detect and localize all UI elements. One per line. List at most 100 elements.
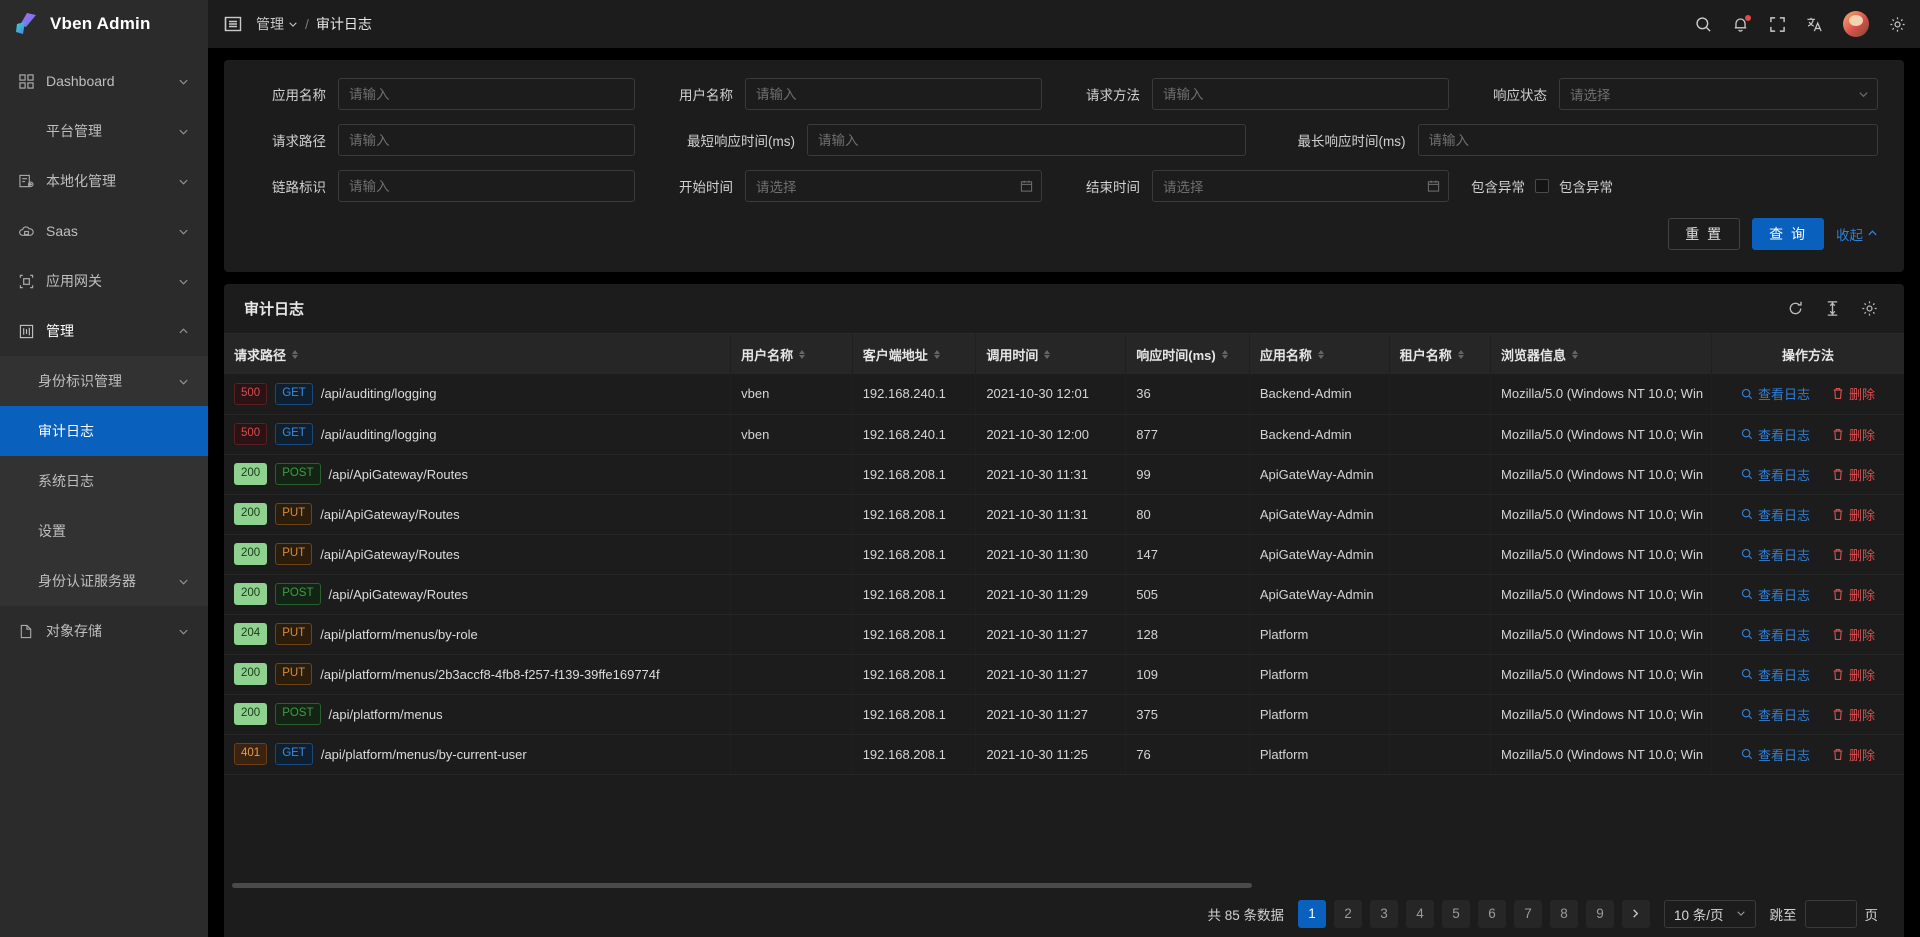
- avatar[interactable]: [1843, 11, 1869, 37]
- sort-icon[interactable]: [1317, 349, 1324, 359]
- sidebar-item-settings[interactable]: 设置: [0, 506, 208, 556]
- delete-action[interactable]: 删除: [1832, 585, 1875, 604]
- fullscreen-toggle-icon[interactable]: [1824, 300, 1841, 317]
- view-log-action[interactable]: 查看日志: [1741, 585, 1810, 604]
- min-duration-input[interactable]: [807, 124, 1246, 156]
- table-row[interactable]: 200 POST/api/ApiGateway/Routes 192.168.208…: [224, 454, 1904, 495]
- delete-action[interactable]: 删除: [1832, 625, 1875, 644]
- fullscreen-icon[interactable]: [1769, 16, 1786, 33]
- sort-icon[interactable]: [1457, 349, 1464, 359]
- max-duration-input[interactable]: [1417, 124, 1878, 156]
- view-log-action[interactable]: 查看日志: [1741, 425, 1810, 444]
- end-time-picker[interactable]: 请选择: [1152, 170, 1449, 202]
- sidebar-item-system-log[interactable]: 系统日志: [0, 456, 208, 506]
- page-size-select[interactable]: 10 条/页: [1663, 899, 1756, 928]
- page-button[interactable]: 6: [1477, 899, 1506, 928]
- sort-icon[interactable]: [799, 349, 806, 359]
- table-row[interactable]: 200 PUT/api/ApiGateway/Routes 192.168.208.…: [224, 534, 1904, 575]
- column-header-client-address[interactable]: 客户端地址: [852, 334, 977, 374]
- delete-action[interactable]: 删除: [1832, 665, 1875, 684]
- sidebar-item-manage[interactable]: 管理: [0, 306, 208, 356]
- user-name-input[interactable]: [745, 78, 1042, 110]
- view-log-action[interactable]: 查看日志: [1741, 545, 1810, 564]
- table-row[interactable]: 200 PUT/api/platform/menus/2b3accf8-4fb8-…: [224, 654, 1904, 695]
- delete-action[interactable]: 删除: [1832, 505, 1875, 524]
- sort-icon[interactable]: [1572, 349, 1579, 359]
- page-button[interactable]: 5: [1441, 899, 1470, 928]
- table-row[interactable]: 401 GET/api/platform/menus/by-current-use…: [224, 734, 1904, 775]
- sort-icon[interactable]: [292, 349, 299, 359]
- search-icon[interactable]: [1695, 16, 1712, 33]
- table-row[interactable]: 500 GET/api/auditing/logging vben 192.168.2…: [224, 414, 1904, 455]
- search-button[interactable]: 查 询: [1752, 218, 1824, 250]
- page-button[interactable]: 2: [1333, 899, 1362, 928]
- page-button[interactable]: 3: [1369, 899, 1398, 928]
- table-row[interactable]: 200 PUT/api/ApiGateway/Routes 192.168.208.…: [224, 494, 1904, 535]
- horizontal-scrollbar[interactable]: [224, 881, 1904, 890]
- collapse-toggle[interactable]: 收起: [1836, 224, 1878, 244]
- sidebar-item-identity-server[interactable]: 身份认证服务器: [0, 556, 208, 606]
- page-button[interactable]: 1: [1297, 899, 1326, 928]
- delete-action[interactable]: 删除: [1832, 745, 1875, 764]
- view-log-action[interactable]: 查看日志: [1741, 465, 1810, 484]
- brand[interactable]: Vben Admin: [0, 0, 208, 48]
- delete-action[interactable]: 删除: [1832, 705, 1875, 724]
- app-name-input[interactable]: [338, 78, 635, 110]
- column-header-tenant-name[interactable]: 租户名称: [1389, 334, 1492, 374]
- page-button[interactable]: 8: [1549, 899, 1578, 928]
- start-time-picker[interactable]: 请选择: [745, 170, 1042, 202]
- table-scroll-region[interactable]: 请求路径 用户名称 客户端地址 调用时间 响应时间(ms) 应用名称 租户名称 …: [224, 334, 1904, 881]
- page-jump-input[interactable]: [1804, 899, 1857, 928]
- request-method-input[interactable]: [1152, 78, 1449, 110]
- column-header-request-path[interactable]: 请求路径: [224, 334, 732, 374]
- column-header-duration[interactable]: 响应时间(ms): [1125, 334, 1250, 374]
- column-header-call-time[interactable]: 调用时间: [975, 334, 1127, 374]
- sort-icon[interactable]: [1221, 349, 1228, 359]
- scrollbar-thumb[interactable]: [232, 883, 1252, 888]
- column-settings-icon[interactable]: [1861, 300, 1878, 317]
- page-button[interactable]: 9: [1585, 899, 1614, 928]
- view-log-action[interactable]: 查看日志: [1741, 625, 1810, 644]
- delete-action[interactable]: 删除: [1832, 545, 1875, 564]
- view-log-action[interactable]: 查看日志: [1741, 505, 1810, 524]
- field-label: 结束时间: [1086, 180, 1140, 195]
- refresh-icon[interactable]: [1787, 300, 1804, 317]
- breadcrumb-parent[interactable]: 管理: [256, 14, 298, 34]
- bell-icon[interactable]: [1732, 14, 1751, 33]
- column-header-user-name[interactable]: 用户名称: [730, 334, 853, 374]
- response-status-select[interactable]: 请选择: [1559, 78, 1878, 110]
- reset-button[interactable]: 重 置: [1668, 218, 1741, 250]
- column-header-app-name[interactable]: 应用名称: [1249, 334, 1390, 374]
- sidebar-item-platform[interactable]: 平台管理: [0, 106, 208, 156]
- sidebar-item-audit-log[interactable]: 审计日志: [0, 406, 208, 456]
- sidebar-item-saas[interactable]: Saas: [0, 206, 208, 256]
- view-log-action[interactable]: 查看日志: [1741, 705, 1810, 724]
- view-log-action[interactable]: 查看日志: [1741, 745, 1810, 764]
- chevron-right-icon[interactable]: [1621, 899, 1650, 928]
- sidebar-item-gateway[interactable]: 应用网关: [0, 256, 208, 306]
- request-path-input[interactable]: [338, 124, 635, 156]
- view-log-action[interactable]: 查看日志: [1741, 384, 1810, 403]
- view-log-action[interactable]: 查看日志: [1741, 665, 1810, 684]
- sort-icon[interactable]: [933, 349, 940, 359]
- menu-fold-icon[interactable]: [224, 15, 242, 33]
- delete-action[interactable]: 删除: [1832, 465, 1875, 484]
- table-row[interactable]: 204 PUT/api/platform/menus/by-role 192.168…: [224, 614, 1904, 655]
- table-row[interactable]: 200 POST/api/platform/menus 192.168.208.1 2…: [224, 694, 1904, 735]
- sidebar-item-localization[interactable]: 本地化管理: [0, 156, 208, 206]
- table-row[interactable]: 500 GET/api/auditing/logging vben 192.168.2…: [224, 374, 1904, 415]
- sort-icon[interactable]: [1044, 349, 1051, 359]
- delete-action[interactable]: 删除: [1832, 425, 1875, 444]
- gear-icon[interactable]: [1889, 16, 1906, 33]
- translate-icon[interactable]: [1806, 16, 1823, 33]
- sidebar-item-dashboard[interactable]: Dashboard: [0, 56, 208, 106]
- trace-id-input[interactable]: [338, 170, 635, 202]
- column-header-browser-info[interactable]: 浏览器信息: [1490, 334, 1712, 374]
- sidebar-item-identity-management[interactable]: 身份标识管理: [0, 356, 208, 406]
- delete-action[interactable]: 删除: [1832, 384, 1875, 403]
- page-button[interactable]: 4: [1405, 899, 1434, 928]
- table-row[interactable]: 200 POST/api/ApiGateway/Routes 192.168.208…: [224, 574, 1904, 615]
- include-exception-checkbox[interactable]: [1535, 179, 1549, 193]
- page-button[interactable]: 7: [1513, 899, 1542, 928]
- sidebar-item-object-storage[interactable]: 对象存储: [0, 606, 208, 656]
